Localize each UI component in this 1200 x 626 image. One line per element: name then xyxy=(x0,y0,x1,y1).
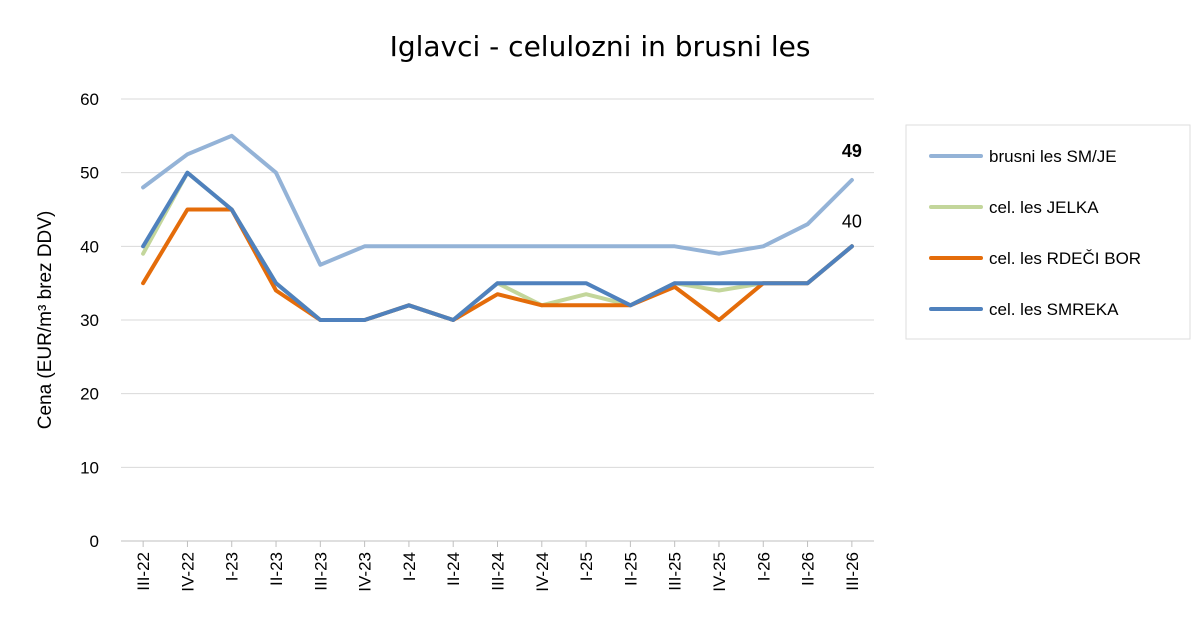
x-tick-label: II-26 xyxy=(799,552,818,586)
data-point xyxy=(851,245,853,248)
y-axis-ticks: 0 10 20 30 40 50 60 xyxy=(80,90,99,551)
data-point xyxy=(142,245,144,248)
y-tick-label: 60 xyxy=(80,90,99,109)
data-point xyxy=(452,319,455,321)
data-point xyxy=(718,282,720,284)
data-point xyxy=(718,252,720,255)
x-tick-label: II-23 xyxy=(267,552,286,586)
y-tick-label: 20 xyxy=(80,385,99,404)
gridlines xyxy=(121,98,874,542)
data-point xyxy=(806,223,809,226)
data-point xyxy=(452,245,455,248)
data-point xyxy=(319,319,322,321)
x-tick-label: III-22 xyxy=(134,552,153,591)
x-tick-label: I-24 xyxy=(400,552,419,581)
y-tick-label: 50 xyxy=(80,164,99,183)
data-point xyxy=(142,282,144,284)
data-point xyxy=(673,286,676,288)
y-axis-label: Cena (EUR/m³ brez DDV) xyxy=(35,211,56,430)
legend-label: cel. les JELKA xyxy=(989,198,1099,217)
data-point xyxy=(540,245,543,248)
x-tick-label: II-24 xyxy=(444,552,463,586)
data-point xyxy=(142,252,144,255)
data-point xyxy=(629,245,632,248)
x-tick-label: I-23 xyxy=(223,552,242,581)
data-point xyxy=(762,282,765,284)
legend-box xyxy=(905,124,1191,340)
series-line-2 xyxy=(141,207,854,322)
y-tick-label: 0 xyxy=(90,532,99,551)
data-label: 49 xyxy=(842,141,862,161)
x-tick-label: I-25 xyxy=(577,552,596,581)
data-point xyxy=(408,245,410,248)
data-point xyxy=(363,245,366,248)
x-axis-ticks: III-22 IV-22 I-23 II-23 III-23 IV-23 I-24 II-24… xyxy=(134,541,862,592)
data-point xyxy=(142,186,144,189)
data-point xyxy=(806,282,809,284)
legend-label: cel. les RDEČI BOR xyxy=(989,249,1141,268)
legend-label: cel. les SMREKA xyxy=(989,300,1119,319)
data-point xyxy=(762,245,765,248)
chart-title: Iglavci - celulozni in brusni les xyxy=(390,30,811,63)
data-point xyxy=(496,293,499,296)
x-tick-label: III-24 xyxy=(489,552,508,591)
x-tick-label: III-26 xyxy=(843,552,862,591)
data-point xyxy=(585,282,587,284)
data-point xyxy=(275,171,277,174)
x-tick-label: IV-23 xyxy=(356,552,375,592)
data-point xyxy=(540,304,543,307)
x-tick-label: I-26 xyxy=(754,552,773,581)
data-point xyxy=(629,304,632,307)
data-point xyxy=(186,153,189,156)
data-point xyxy=(540,282,543,284)
data-point xyxy=(673,282,676,284)
x-tick-label: IV-25 xyxy=(710,552,729,592)
data-point xyxy=(585,304,587,307)
data-point xyxy=(718,289,720,292)
data-point xyxy=(496,245,499,248)
data-point xyxy=(585,245,587,248)
data-point xyxy=(496,282,499,284)
y-tick-label: 10 xyxy=(80,458,99,477)
y-tick-label: 40 xyxy=(80,237,99,256)
data-labels: 49 40 xyxy=(842,141,862,231)
data-point xyxy=(275,289,277,292)
data-point xyxy=(230,208,233,211)
data-point xyxy=(230,135,233,137)
legend-label: brusni les SM/JE xyxy=(989,147,1117,166)
data-point xyxy=(363,319,366,321)
x-tick-label: III-23 xyxy=(311,552,330,591)
y-tick-label: 30 xyxy=(80,311,99,330)
data-point xyxy=(408,304,410,307)
x-tick-label: III-25 xyxy=(666,552,685,591)
legend: brusni les SM/JE cel. les JELKA cel. les R… xyxy=(929,147,1141,319)
series-lines xyxy=(141,133,854,322)
data-point xyxy=(851,179,853,181)
data-point xyxy=(275,282,277,284)
data-point xyxy=(718,319,720,321)
x-tick-label: II-25 xyxy=(621,552,640,586)
data-point xyxy=(186,171,189,174)
data-point xyxy=(673,245,676,248)
x-tick-label: IV-24 xyxy=(533,552,552,592)
data-point xyxy=(319,263,322,266)
data-label: 40 xyxy=(842,211,862,231)
x-tick-label: IV-22 xyxy=(178,552,197,592)
data-point xyxy=(186,208,189,211)
data-point xyxy=(585,293,587,296)
